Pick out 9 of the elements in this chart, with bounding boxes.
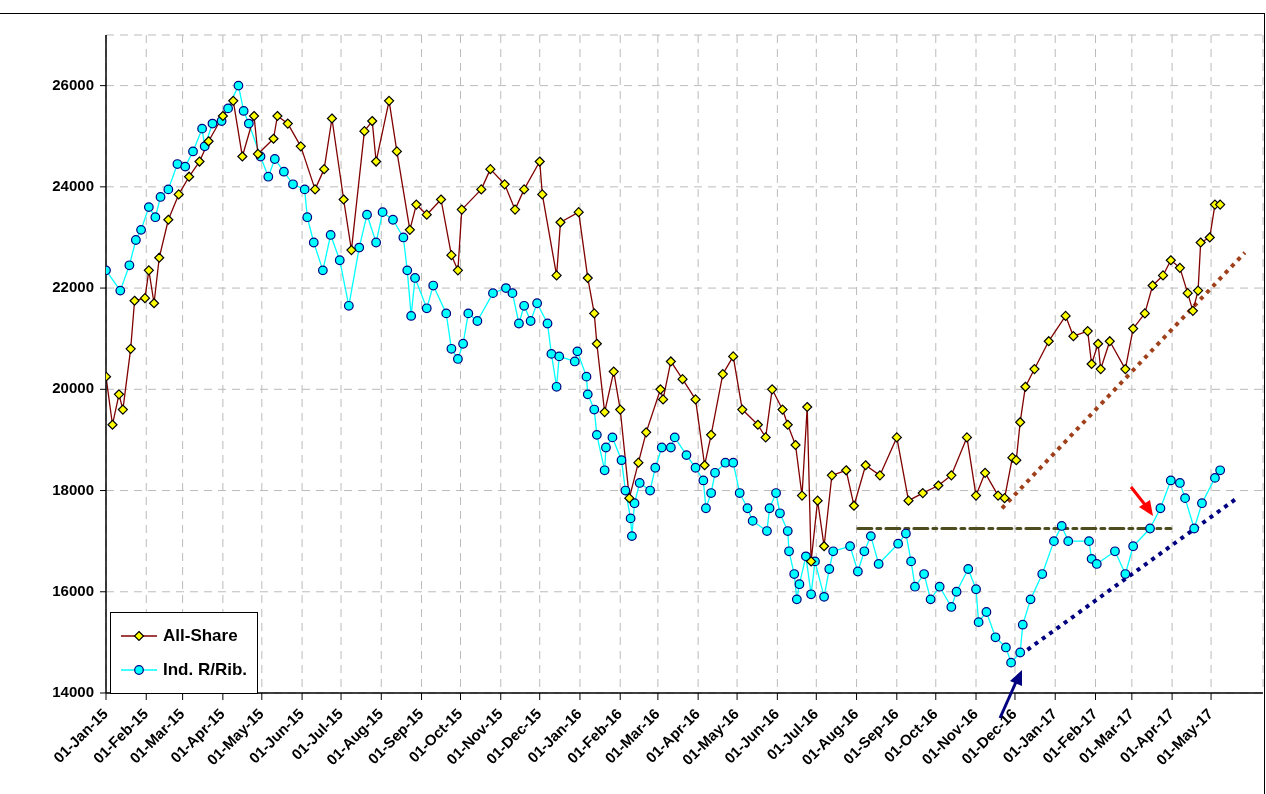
- y-tick-label: 22000: [52, 278, 94, 296]
- y-tick-label: 24000: [52, 176, 94, 194]
- y-tick-label: 16000: [52, 581, 94, 599]
- legend-label: Ind. R/Rib.: [163, 660, 248, 680]
- y-tick-label: 20000: [52, 379, 94, 397]
- y-tick-label: 18000: [52, 480, 94, 498]
- y-tick-label: 14000: [52, 682, 94, 700]
- legend-label: All-Share: [163, 626, 238, 646]
- y-tick-label: 26000: [52, 75, 94, 93]
